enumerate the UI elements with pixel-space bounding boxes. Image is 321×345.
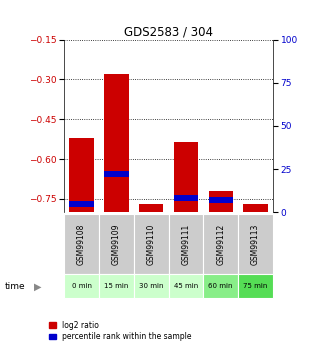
Text: 0 min: 0 min — [72, 283, 91, 289]
Text: GSM99108: GSM99108 — [77, 224, 86, 265]
Bar — [169, 274, 203, 298]
Text: 45 min: 45 min — [174, 283, 198, 289]
Bar — [209, 191, 233, 212]
Bar — [203, 214, 238, 274]
Bar — [64, 214, 99, 274]
Bar — [238, 214, 273, 274]
Text: GSM99110: GSM99110 — [147, 224, 156, 265]
Text: 15 min: 15 min — [104, 283, 128, 289]
Bar — [69, 138, 94, 212]
Bar — [203, 274, 238, 298]
Bar — [134, 274, 169, 298]
Text: 75 min: 75 min — [243, 283, 268, 289]
Text: time: time — [5, 282, 25, 291]
Text: GSM99111: GSM99111 — [181, 224, 190, 265]
Bar — [69, 200, 94, 207]
Bar — [104, 74, 128, 212]
Bar — [174, 142, 198, 212]
Bar — [169, 214, 203, 274]
Text: GSM99109: GSM99109 — [112, 223, 121, 265]
Bar — [64, 274, 99, 298]
Text: 60 min: 60 min — [208, 283, 233, 289]
Bar — [104, 171, 128, 177]
Bar — [209, 197, 233, 203]
Title: GDS2583 / 304: GDS2583 / 304 — [124, 26, 213, 39]
Bar — [238, 274, 273, 298]
Bar — [243, 204, 268, 212]
Bar — [139, 204, 163, 212]
Text: GSM99112: GSM99112 — [216, 224, 225, 265]
Text: ▶: ▶ — [34, 282, 41, 291]
Bar — [174, 195, 198, 201]
Bar — [99, 274, 134, 298]
Text: 30 min: 30 min — [139, 283, 163, 289]
Legend: log2 ratio, percentile rank within the sample: log2 ratio, percentile rank within the s… — [49, 321, 191, 341]
Bar — [134, 214, 169, 274]
Text: GSM99113: GSM99113 — [251, 224, 260, 265]
Bar — [99, 214, 134, 274]
